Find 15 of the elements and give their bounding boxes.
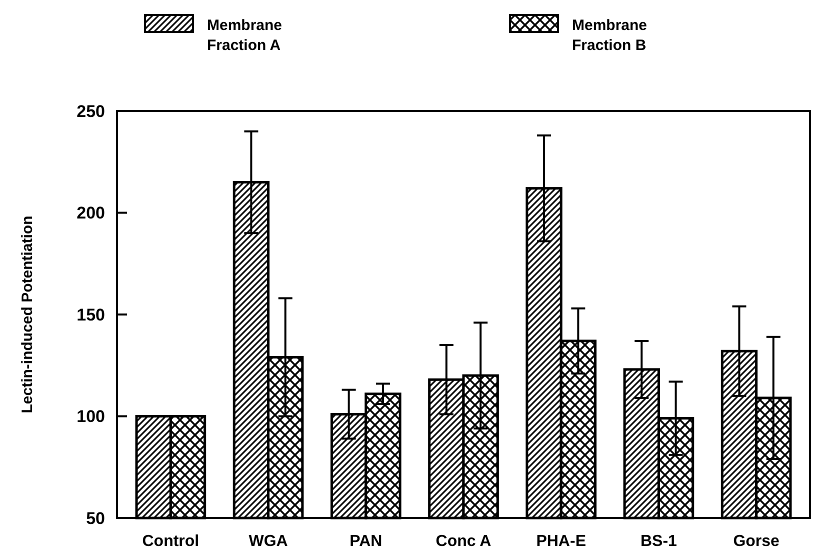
x-tick-label: BS-1 [640, 533, 678, 550]
y-tick-label: 200 [76, 204, 105, 223]
y-axis-title: Lectin-induced Potentiation [19, 216, 36, 414]
x-tick-label: PHA-E [536, 533, 586, 550]
y-tick-label: 50 [86, 508, 105, 528]
x-tick-label: WGA [248, 533, 288, 550]
x-tick-label: Gorse [733, 533, 780, 550]
y-tick-label: 250 [76, 102, 105, 121]
x-tick-label: Control [142, 533, 200, 550]
y-tick-label: 150 [76, 305, 105, 324]
legend-label: Membrane Fraction A [207, 17, 282, 54]
x-tick-label: PAN [350, 533, 382, 550]
legend-label: Membrane Fraction B [572, 17, 648, 54]
y-tick-label: 100 [76, 407, 105, 426]
x-tick-label: Conc A [436, 533, 492, 550]
